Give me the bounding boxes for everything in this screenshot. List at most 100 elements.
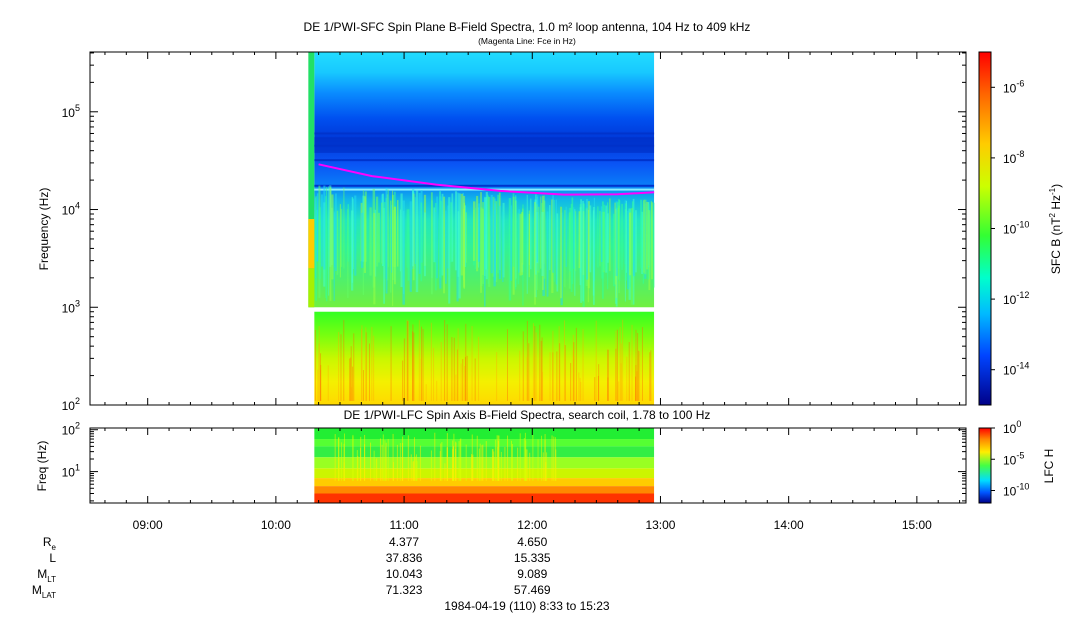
sfc-streak [526, 194, 528, 294]
sfc-y-tick-label: 102 [62, 396, 80, 413]
sfc-streak [456, 192, 459, 302]
sfc-streak [484, 197, 486, 277]
sfc-streak [650, 350, 652, 401]
sfc-streak [430, 322, 432, 401]
lfc-streak [416, 461, 418, 481]
lfc-y-label: Freq (Hz) [35, 441, 49, 492]
lfc-band [314, 446, 655, 458]
lfc-band [314, 439, 655, 447]
sfc-streak [402, 360, 404, 401]
sfc-colorbar-label: SFC B (nT2 Hz-1) [1048, 184, 1063, 274]
sfc-streak [409, 201, 412, 292]
sfc-streak [535, 332, 537, 401]
sfc-streak [328, 186, 330, 296]
ephemeris-value: 71.323 [386, 583, 423, 597]
x-tick-label: 10:00 [261, 518, 291, 532]
lfc-streak [430, 450, 432, 481]
sfc-streak [507, 329, 509, 401]
sfc-streak [565, 206, 567, 267]
sfc-interference-line [314, 159, 655, 162]
sfc-streak [569, 207, 572, 272]
sfc-y-label: Frequency (Hz) [37, 188, 51, 271]
sfc-streak [350, 346, 352, 401]
sfc-streak [615, 330, 617, 401]
lfc-streak [485, 441, 487, 481]
sfc-streak [425, 384, 427, 401]
sfc-streak [414, 197, 416, 265]
sfc-streak [343, 320, 345, 401]
sfc-title: DE 1/PWI-SFC Spin Plane B-Field Spectra,… [304, 20, 751, 34]
sfc-streak [541, 337, 543, 401]
sfc-streak [316, 193, 319, 262]
sfc-streak [439, 191, 441, 278]
sfc-low-band [314, 311, 655, 405]
ephemeris-label: MLT [37, 567, 56, 584]
sfc-streak [412, 331, 414, 401]
sfc-streak [320, 364, 322, 401]
sfc-streak [607, 377, 609, 401]
sfc-streak [480, 207, 483, 287]
sfc-streak [434, 212, 436, 263]
sfc-streak [635, 376, 637, 401]
sfc-streak [641, 327, 643, 401]
sfc-streak [460, 363, 462, 401]
sfc-streak [618, 200, 621, 281]
sfc-streak [555, 199, 558, 285]
sfc-streak [620, 363, 622, 401]
sfc-streak [578, 372, 580, 401]
sfc-streak [580, 199, 582, 303]
lfc-streak [352, 434, 354, 481]
sfc-streak [373, 335, 375, 401]
sfc-streak [361, 212, 364, 268]
x-tick-label: 15:00 [902, 518, 932, 532]
sfc-streak [362, 370, 364, 401]
sfc-streak [553, 199, 555, 282]
sfc-streak [441, 193, 444, 276]
sfc-streak [621, 203, 623, 270]
lfc-streak [555, 449, 557, 481]
sfc-dark-band [314, 137, 655, 153]
lfc-streak [542, 452, 544, 481]
sfc-streak [433, 347, 435, 401]
sfc-streak [420, 202, 423, 282]
lfc-y-ticks: 101 102 [62, 421, 966, 502]
lfc-streak [529, 452, 531, 481]
sfc-streak [402, 200, 405, 305]
sfc-streak [478, 336, 480, 401]
sfc-streak [421, 326, 423, 401]
lfc-streak [413, 461, 415, 481]
sfc-streak [625, 200, 627, 273]
sfc-streak [365, 332, 367, 401]
sfc-streak [582, 200, 584, 302]
sfc-x-minor-ticks [104, 52, 961, 405]
lfc-streak [545, 462, 547, 481]
sfc-streak [614, 202, 616, 285]
lfc-streak [472, 454, 474, 481]
sfc-streak [653, 202, 655, 288]
lfc-spectrogram [314, 428, 655, 503]
sfc-streak [389, 200, 392, 293]
lfc-streak [412, 461, 414, 481]
sfc-streak [420, 358, 422, 401]
lfc-streak [500, 451, 502, 481]
sfc-streak [412, 190, 415, 267]
lfc-streak [481, 445, 483, 481]
sfc-streak [335, 193, 337, 272]
sfc-streak [643, 199, 645, 273]
sfc-streak [592, 206, 595, 305]
sfc-streak [646, 201, 649, 270]
lfc-streak [379, 438, 381, 481]
lfc-streak [396, 444, 398, 481]
lfc-streak [532, 434, 534, 481]
sfc-streak [494, 203, 496, 281]
lfc-colorbar-label: LFC H [1042, 449, 1056, 484]
sfc-streak [519, 350, 521, 401]
lfc-streak [546, 452, 548, 481]
sfc-streak [418, 320, 420, 401]
x-tick-labels: 09:00 10:00 11:00 12:00 13:00 14:00 15:00 [133, 518, 933, 532]
sfc-streak [476, 195, 479, 272]
sfc-streak [635, 210, 637, 273]
lfc-streak [524, 432, 526, 481]
sfc-streak [375, 196, 379, 267]
lfc-streak [364, 444, 366, 481]
